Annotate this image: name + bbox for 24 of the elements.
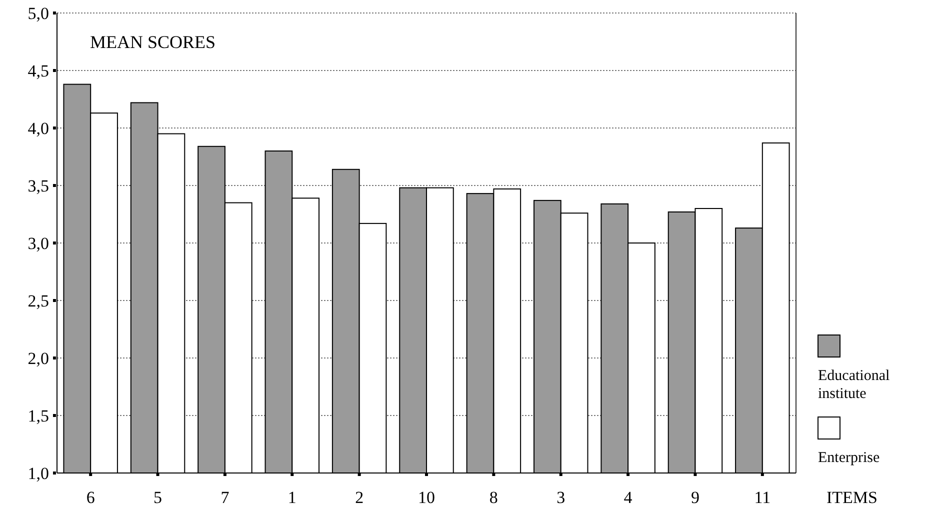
x-tick-label: 10 [418, 488, 435, 507]
x-tick-label: 11 [754, 488, 771, 507]
x-tick-label: 9 [690, 488, 700, 507]
y-tick-label: 4,0 [28, 119, 49, 138]
y-tick-label: 3,0 [28, 234, 49, 253]
x-tick-label: 8 [489, 488, 498, 507]
y-tick-label: 2,5 [28, 292, 49, 310]
x-tick-label: 5 [154, 488, 162, 507]
text: MEAN SCORES [90, 32, 216, 52]
x-axis-title: ITEMS [826, 488, 878, 507]
legend-label: Enterprise [818, 450, 880, 466]
y-tick-label: 1,5 [28, 406, 49, 426]
x-tick-label: 3 [556, 488, 566, 507]
y-tick-label: 5,0 [28, 4, 49, 23]
y-tick-label: 1,0 [28, 464, 49, 483]
y-tick-label: 4,5 [28, 62, 49, 80]
x-tick-label: 2 [355, 488, 364, 507]
y-tick-label: 3,5 [28, 176, 49, 196]
x-tick-label: 1 [288, 488, 296, 507]
legend-label: Educational institute [818, 368, 890, 402]
y-tick-label: 2,0 [28, 349, 49, 368]
x-tick-label: 7 [220, 488, 230, 507]
x-tick-label: 4 [624, 488, 633, 507]
x-tick-label: 6 [86, 488, 95, 507]
